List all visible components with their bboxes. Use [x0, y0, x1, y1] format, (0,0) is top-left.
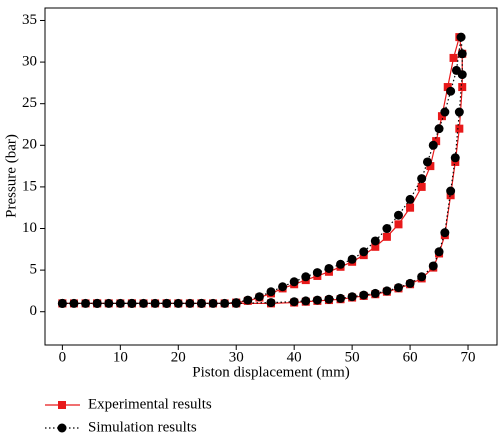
data-point: [185, 298, 195, 308]
data-point: [440, 228, 450, 238]
data-point: [324, 263, 334, 273]
data-point: [266, 287, 276, 297]
data-point: [434, 124, 444, 134]
x-tick-label: 50: [345, 349, 360, 365]
data-point: [458, 83, 467, 92]
data-point: [417, 272, 427, 282]
data-point: [196, 298, 206, 308]
data-point: [347, 254, 357, 264]
data-point: [394, 220, 403, 229]
data-point: [382, 286, 392, 296]
data-point: [69, 298, 79, 308]
legend-label: Experimental results: [88, 396, 212, 412]
data-point: [393, 283, 403, 293]
y-tick-label: 30: [22, 54, 37, 70]
data-point: [301, 296, 311, 306]
data-point: [173, 298, 183, 308]
data-point: [312, 268, 322, 278]
data-point: [454, 107, 464, 117]
data-point: [104, 298, 114, 308]
legend-label: Simulation results: [88, 419, 197, 433]
data-point: [254, 292, 264, 302]
data-point: [382, 232, 391, 241]
data-point: [371, 242, 380, 251]
data-point: [162, 298, 172, 308]
x-tick-label: 40: [287, 349, 302, 365]
series-line: [62, 36, 463, 304]
data-point: [443, 83, 452, 92]
x-tick-label: 10: [113, 349, 128, 365]
series-line: [62, 37, 463, 304]
data-point: [426, 162, 435, 171]
data-point: [208, 298, 218, 308]
data-point: [440, 107, 450, 117]
data-point: [446, 186, 456, 196]
data-point: [359, 290, 369, 300]
y-tick-label: 0: [30, 303, 38, 319]
data-point: [449, 53, 458, 62]
data-point: [417, 174, 427, 184]
data-point: [393, 210, 403, 220]
data-point: [336, 259, 346, 269]
data-point: [370, 288, 380, 298]
data-point: [370, 236, 380, 246]
x-tick-label: 70: [461, 349, 476, 365]
data-point: [446, 86, 456, 96]
data-point: [92, 298, 102, 308]
data-point: [336, 293, 346, 303]
data-point: [437, 112, 446, 121]
data-point: [406, 203, 415, 212]
legend-marker: [57, 423, 67, 433]
data-point: [457, 70, 467, 80]
data-point: [382, 224, 392, 234]
data-point: [301, 272, 311, 282]
data-point: [432, 137, 441, 146]
data-point: [57, 298, 67, 308]
y-tick-label: 20: [22, 137, 37, 153]
y-tick-label: 5: [30, 262, 38, 278]
data-point: [405, 278, 415, 288]
y-axis-label: Pressure (bar): [3, 134, 19, 218]
data-point: [289, 277, 299, 287]
data-point: [417, 182, 426, 191]
data-point: [139, 298, 149, 308]
data-point: [324, 294, 334, 304]
legend-marker: [58, 401, 66, 409]
data-point: [456, 32, 466, 42]
y-tick-label: 35: [22, 12, 37, 28]
data-point: [115, 298, 125, 308]
y-tick-label: 10: [22, 220, 37, 236]
x-tick-label: 0: [59, 349, 67, 365]
data-point: [457, 49, 467, 59]
data-point: [434, 247, 444, 257]
data-point: [450, 153, 460, 163]
data-point: [289, 297, 299, 307]
plot-frame: [44, 7, 498, 346]
data-point: [312, 295, 322, 305]
data-point: [428, 140, 438, 150]
data-point: [231, 298, 241, 308]
data-point: [220, 298, 230, 308]
data-point: [405, 194, 415, 204]
data-point: [127, 298, 137, 308]
data-point: [278, 282, 288, 292]
data-point: [243, 295, 253, 305]
y-tick-label: 25: [22, 95, 37, 111]
x-axis-label: Piston displacement (mm): [192, 364, 349, 380]
data-point: [81, 298, 91, 308]
data-point: [150, 298, 160, 308]
data-point: [266, 298, 276, 308]
y-tick-label: 15: [22, 178, 37, 194]
data-point: [359, 247, 369, 257]
x-tick-label: 60: [403, 349, 418, 365]
data-point: [347, 292, 357, 302]
data-point: [455, 124, 464, 133]
x-tick-label: 20: [171, 349, 186, 365]
data-point: [428, 261, 438, 271]
x-tick-label: 30: [229, 349, 244, 365]
data-point: [422, 157, 432, 167]
